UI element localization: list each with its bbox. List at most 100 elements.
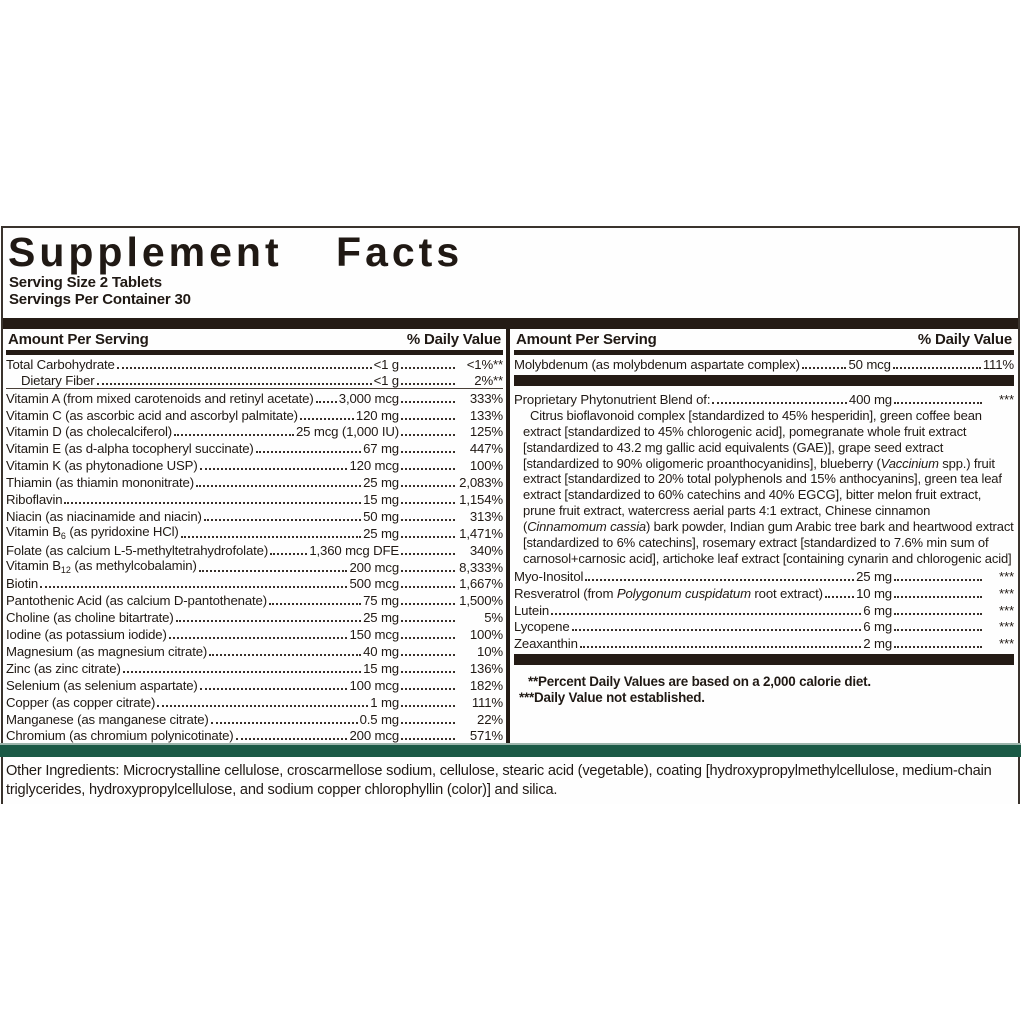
- dot-leader: [299, 417, 354, 420]
- dot-leader: [894, 612, 982, 615]
- ingredient-daily-value: 1,667%: [459, 576, 503, 592]
- dot-leader: [585, 578, 855, 581]
- ingredient-daily-value: 111%: [982, 356, 1014, 372]
- ingredient-daily-value: 125%: [469, 424, 503, 440]
- ingredient-daily-value: 340%: [469, 542, 503, 558]
- dot-leader: [401, 654, 455, 657]
- dot-leader: [571, 629, 862, 632]
- dot-leader: [401, 603, 455, 606]
- ingredient-amount: 50 mg: [363, 508, 399, 524]
- ingredient-name: Resveratrol (from Polygonum cuspidatum r…: [514, 585, 823, 601]
- ingredient-daily-value: 8,333%: [459, 559, 503, 575]
- daily-value-header: % Daily Value: [406, 331, 501, 348]
- ingredient-daily-value: 111%: [471, 694, 503, 710]
- dot-leader: [401, 417, 455, 420]
- ingredient-name: Total Carbohydrate: [6, 356, 115, 372]
- header-underline-bar: [514, 350, 1014, 355]
- ingredient-daily-value: ***: [999, 636, 1014, 652]
- table-row: Manganese (as manganese citrate) 0.5 mg 22…: [6, 710, 503, 727]
- ingredient-daily-value: 5%: [484, 610, 503, 626]
- dot-leader: [401, 637, 455, 640]
- ingredient-amount: 25 mg: [363, 475, 399, 491]
- top-divider-bar: [3, 318, 1018, 329]
- ingredient-amount: 100 mcg: [349, 677, 399, 693]
- table-row: Folate (as calcium L-5-methyltetrahydrof…: [6, 541, 503, 558]
- dot-leader: [401, 704, 455, 707]
- dot-leader: [268, 603, 362, 606]
- dot-leader: [210, 721, 358, 724]
- ingredient-amount: 150 mcg: [349, 627, 399, 643]
- ingredient-daily-value: 1,500%: [459, 593, 503, 609]
- other-ingredients: Other Ingredients: Microcrystalline cell…: [6, 763, 992, 799]
- dot-leader: [315, 400, 337, 403]
- dot-leader: [579, 646, 862, 649]
- dot-leader: [195, 485, 362, 488]
- ingredient-amount: 6 mg: [863, 602, 892, 618]
- table-row: Dietary Fiber <1 g 2%**: [6, 372, 503, 389]
- left-rows: Total Carbohydrate <1 g <1%** Dietary Fiber…: [6, 355, 503, 743]
- ingredient-amount: 75 mg: [363, 593, 399, 609]
- dot-leader: [551, 612, 862, 615]
- serving-size: Serving Size 2 Tablets: [9, 274, 162, 291]
- ingredient-daily-value: <1%**: [466, 356, 503, 372]
- ingredient-amount: 500 mcg: [349, 576, 399, 592]
- dot-leader: [96, 382, 372, 385]
- ingredient-amount: <1 g: [373, 356, 400, 372]
- ingredient-daily-value: 313%: [469, 508, 503, 524]
- ingredient-amount: 67 mg: [363, 441, 399, 457]
- table-row: Choline (as choline bitartrate) 25 mg 5%: [6, 608, 503, 625]
- dot-leader: [894, 646, 982, 649]
- dot-leader: [892, 366, 981, 369]
- right-rows-top: Molybdenum (as molybdenum aspartate comp…: [514, 355, 1014, 372]
- dot-leader: [712, 401, 847, 404]
- dot-leader: [401, 382, 455, 385]
- table-row: Lutein 6 mg ***: [514, 601, 1014, 618]
- ingredient-amount: 6 mg: [863, 619, 892, 635]
- ingredient-name: Molybdenum (as molybdenum aspartate comp…: [514, 356, 800, 372]
- dot-leader: [401, 721, 455, 724]
- panel-title: Supplement Facts: [8, 229, 464, 275]
- table-row: Niacin (as niacinamide and niacin) 50 mg 3…: [6, 507, 503, 524]
- blend-row: Proprietary Phytonutrient Blend of: 400 …: [514, 390, 1014, 407]
- green-accent-bar: [0, 743, 1021, 758]
- ingredient-amount: 0.5 mg: [359, 711, 400, 727]
- dot-leader: [401, 569, 455, 572]
- table-row: Biotin 500 mcg 1,667%: [6, 575, 503, 592]
- section-divider-bar: [514, 654, 1014, 666]
- ingredient-amount: 25 mg: [363, 525, 399, 541]
- ingredient-amount: 200 mcg: [349, 728, 399, 744]
- table-row: Selenium (as selenium aspartate) 100 mcg 1…: [6, 676, 503, 693]
- table-row: Resveratrol (from Polygonum cuspidatum r…: [514, 584, 1014, 601]
- ingredient-name: Vitamin K (as phytonadione USP): [6, 458, 198, 474]
- dot-leader: [401, 670, 455, 673]
- ingredient-daily-value: ***: [999, 619, 1014, 635]
- table-row: Vitamin K (as phytonadione USP) 120 mcg 10…: [6, 456, 503, 473]
- dot-leader: [168, 637, 348, 640]
- table-row: Magnesium (as magnesium citrate) 40 mg 10%: [6, 642, 503, 659]
- ingredient-amount: 2 mg: [863, 636, 892, 652]
- table-row: Pantothenic Acid (as calcium D-pantothen…: [6, 591, 503, 608]
- ingredient-name: Vitamin C (as ascorbic acid and ascorbyl…: [6, 407, 298, 423]
- dot-leader: [401, 552, 455, 555]
- ingredient-name: Thiamin (as thiamin mononitrate): [6, 475, 194, 491]
- column-divider: [506, 329, 510, 744]
- ingredient-daily-value: 2,083%: [459, 475, 503, 491]
- ingredient-daily-value: 136%: [469, 660, 503, 676]
- dot-leader: [401, 502, 455, 505]
- ingredient-name: Zinc (as zinc citrate): [6, 660, 121, 676]
- ingredient-amount: 25 mg: [856, 568, 892, 584]
- left-column: Amount Per Serving % Daily Value Total C…: [3, 329, 506, 743]
- dot-leader: [401, 535, 455, 538]
- dot-leader: [894, 401, 982, 404]
- dot-leader: [199, 468, 348, 471]
- ingredient-name: Dietary Fiber: [21, 372, 95, 388]
- ingredient-name: Selenium (as selenium aspartate): [6, 677, 198, 693]
- ingredient-daily-value: 22%: [477, 711, 503, 727]
- footnote-not-established: ***Daily Value not established.: [519, 689, 705, 705]
- ingredient-daily-value: ***: [999, 585, 1014, 601]
- ingredient-name: Proprietary Phytonutrient Blend of:: [514, 391, 711, 407]
- table-row: Chromium (as chromium polynicotinate) 200…: [6, 727, 503, 744]
- ingredient-amount: 1,360 mcg DFE: [309, 542, 399, 558]
- table-row: Thiamin (as thiamin mononitrate) 25 mg 2,0…: [6, 473, 503, 490]
- supplement-facts-panel: Supplement Facts Serving Size 2 Tablets …: [0, 226, 1021, 805]
